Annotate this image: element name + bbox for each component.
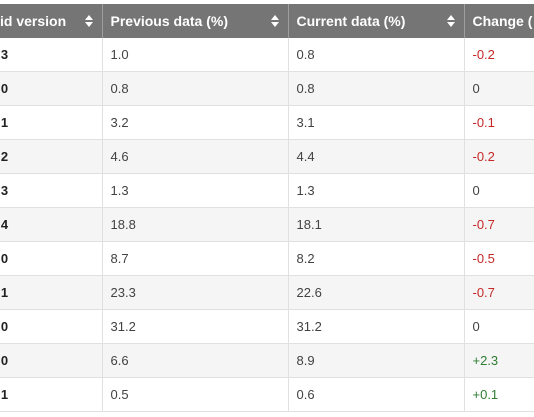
previous-data-cell: 4.6 (102, 139, 289, 174)
change-cell: -0.5 (464, 241, 534, 276)
change-cell: -0.7 (464, 207, 534, 242)
version-cell: 2.3 (0, 38, 103, 72)
column-header-change[interactable]: Change ( (464, 4, 534, 38)
column-header-label: id version (0, 13, 67, 29)
column-header-label: Previous data (%) (110, 13, 228, 29)
previous-data-cell: 8.7 (102, 241, 289, 276)
column-header-current[interactable]: Current data (%) (288, 4, 465, 38)
previous-data-cell: 18.8 (102, 207, 289, 242)
table-row: 5.08.78.2-0.5 (0, 241, 534, 276)
table-row: 2.31.00.8-0.2 (0, 38, 534, 72)
previous-data-cell: 6.6 (102, 343, 289, 378)
table-row: 4.00.80.80 (0, 71, 534, 106)
current-data-cell: 18.1 (288, 207, 465, 242)
table-row: 4.13.23.1-0.1 (0, 105, 534, 140)
table-row: 7.06.68.9+2.3 (0, 343, 534, 378)
current-data-cell: 8.9 (288, 343, 465, 378)
column-header-label: Change ( (472, 13, 533, 29)
change-cell: -0.1 (464, 105, 534, 140)
change-cell: +0.1 (464, 377, 534, 412)
current-data-cell: 31.2 (288, 309, 465, 344)
current-data-cell: 8.2 (288, 241, 465, 276)
version-cell: 4.1 (0, 105, 103, 140)
current-data-cell: 0.6 (288, 377, 465, 412)
sort-icon[interactable] (270, 14, 280, 28)
sort-icon[interactable] (84, 14, 94, 28)
previous-data-cell: 0.5 (102, 377, 289, 412)
table-row: 4.24.64.4-0.2 (0, 139, 534, 174)
current-data-cell: 1.3 (288, 173, 465, 208)
current-data-cell: 4.4 (288, 139, 465, 174)
change-cell: +2.3 (464, 343, 534, 378)
table-row: 6.031.231.20 (0, 309, 534, 344)
version-cell: 7.1 (0, 377, 103, 412)
current-data-cell: 0.8 (288, 38, 465, 72)
version-cell: 5.1 (0, 275, 103, 310)
current-data-cell: 22.6 (288, 275, 465, 310)
sort-icon[interactable] (446, 14, 456, 28)
column-header-version[interactable]: id version (0, 4, 103, 38)
previous-data-cell: 1.0 (102, 38, 289, 72)
version-cell: 4.2 (0, 139, 103, 174)
previous-data-cell: 1.3 (102, 173, 289, 208)
current-data-cell: 3.1 (288, 105, 465, 140)
change-cell: -0.7 (464, 275, 534, 310)
table-header: id version Previous data (%) Current dat… (0, 4, 534, 38)
previous-data-cell: 31.2 (102, 309, 289, 344)
previous-data-cell: 3.2 (102, 105, 289, 140)
change-cell: 0 (464, 173, 534, 208)
version-cell: 7.0 (0, 343, 103, 378)
change-cell: 0 (464, 71, 534, 106)
data-table: id version Previous data (%) Current dat… (0, 4, 534, 412)
column-header-label: Current data (%) (296, 13, 406, 29)
table-row: 5.123.322.6-0.7 (0, 275, 534, 310)
table-body: 2.31.00.8-0.24.00.80.804.13.23.1-0.14.24… (0, 38, 534, 412)
change-cell: -0.2 (464, 38, 534, 72)
version-cell: 6.0 (0, 309, 103, 344)
table-row: 7.10.50.6+0.1 (0, 377, 534, 412)
change-cell: 0 (464, 309, 534, 344)
version-cell: 4.0 (0, 71, 103, 106)
table-row: 4.31.31.30 (0, 173, 534, 208)
version-cell: 5.0 (0, 241, 103, 276)
table-row: 4.418.818.1-0.7 (0, 207, 534, 242)
current-data-cell: 0.8 (288, 71, 465, 106)
column-header-previous[interactable]: Previous data (%) (102, 4, 289, 38)
previous-data-cell: 0.8 (102, 71, 289, 106)
previous-data-cell: 23.3 (102, 275, 289, 310)
change-cell: -0.2 (464, 139, 534, 174)
version-cell: 4.4 (0, 207, 103, 242)
header-row: id version Previous data (%) Current dat… (0, 4, 534, 38)
version-cell: 4.3 (0, 173, 103, 208)
